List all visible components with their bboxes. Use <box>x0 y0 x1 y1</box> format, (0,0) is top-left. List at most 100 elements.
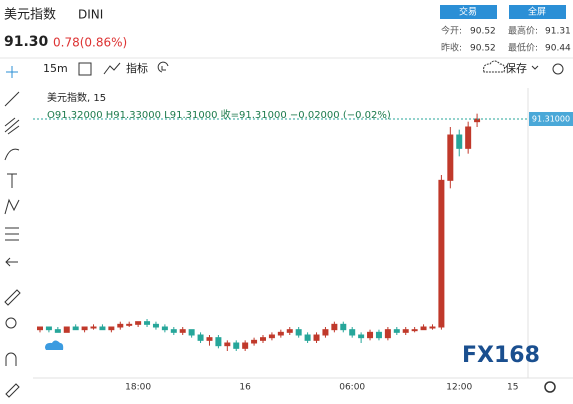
candle-body <box>438 179 445 328</box>
price-label: 91.31000 <box>532 115 570 124</box>
candle-body <box>108 326 115 331</box>
candle-body <box>117 323 124 328</box>
candle-body <box>152 323 159 328</box>
candle-body <box>420 326 427 331</box>
candle-body <box>54 329 61 333</box>
candle-body <box>375 331 382 339</box>
symbol-code: DINI <box>78 8 103 22</box>
candle-body <box>367 331 374 339</box>
candle-body <box>322 329 329 336</box>
candle-body <box>340 323 347 331</box>
text-tool[interactable] <box>7 173 17 188</box>
brush-tool[interactable] <box>4 148 20 161</box>
candle-body <box>81 326 88 331</box>
x-tick-label: 16 <box>239 383 251 393</box>
fullscreen-button[interactable] <box>509 5 566 19</box>
candle-body <box>63 326 70 333</box>
candle-body <box>402 329 409 333</box>
stat-label: 昨收: <box>441 42 462 54</box>
candle-body <box>37 326 43 331</box>
legend-title: 美元指数, 15 <box>47 91 106 104</box>
candle-body <box>286 329 293 333</box>
candle-body <box>447 134 454 181</box>
crosshair-tool[interactable] <box>6 66 18 78</box>
candle-body <box>384 329 391 339</box>
price-label-box <box>529 112 573 126</box>
candle-body <box>179 329 186 333</box>
trade-label[interactable]: 交易 <box>459 6 477 18</box>
candle-body <box>313 334 320 341</box>
candle-body <box>215 337 222 347</box>
candle-body <box>144 321 151 325</box>
stat-value: 90.52 <box>470 27 496 37</box>
candle-body <box>331 323 338 331</box>
fib-tool[interactable] <box>4 117 20 135</box>
candle-body <box>135 321 142 325</box>
candle-body <box>429 326 436 329</box>
price: 91.30 <box>4 34 49 50</box>
x-tick-label: 06:00 <box>339 383 365 393</box>
candle-body <box>170 329 177 333</box>
candle-body <box>358 334 365 339</box>
legend-ohlc: O91.32000 H91.33000 L91.31000 收=91.31000… <box>47 108 391 121</box>
candle-body <box>393 329 400 333</box>
candle-body <box>349 329 356 336</box>
x-tick-label: 15 <box>507 383 518 393</box>
stat-label: 最高价: <box>508 25 538 37</box>
dropdown-icon[interactable] <box>531 65 539 70</box>
stat-label: 今开: <box>441 25 462 37</box>
chart-type-icon[interactable] <box>78 62 92 76</box>
x-tick-label: 12:00 <box>446 383 472 393</box>
undo-icon[interactable] <box>157 61 169 73</box>
symbol-name: 美元指数 <box>4 8 56 23</box>
candle-body <box>260 337 266 341</box>
stat-value: 90.44 <box>545 44 571 54</box>
forecast-tool[interactable] <box>5 227 19 241</box>
magnet-tool[interactable] <box>5 352 17 366</box>
candle-body <box>126 323 133 326</box>
stat-label: 最低价: <box>508 42 538 54</box>
logo-icon <box>45 340 64 350</box>
left-toolbar <box>4 66 21 398</box>
candle-body <box>304 334 311 341</box>
candle-body <box>465 126 472 149</box>
candle-body <box>277 331 284 336</box>
pattern-tool[interactable] <box>4 198 20 215</box>
line-tool[interactable] <box>4 91 20 107</box>
candle-body <box>295 329 302 336</box>
fullscreen-label[interactable]: 全屏 <box>528 6 546 18</box>
pencil-tool[interactable] <box>5 383 20 398</box>
candle-body <box>242 342 249 349</box>
candle-body <box>161 326 168 331</box>
stat-value: 90.52 <box>470 44 496 54</box>
ruler-tool[interactable] <box>4 289 21 306</box>
trade-button[interactable] <box>440 5 497 19</box>
zoom-tool[interactable] <box>5 317 17 329</box>
candle-body <box>268 334 275 339</box>
save[interactable]: 保存 <box>505 61 527 75</box>
candle-body <box>99 326 106 331</box>
candle-body <box>456 134 463 149</box>
indicators[interactable]: 指标 <box>126 61 148 75</box>
back-tool[interactable] <box>5 257 18 267</box>
x-tick-label: 18:00 <box>125 383 151 393</box>
settings-icon[interactable] <box>544 381 556 393</box>
candle-body <box>188 329 195 336</box>
camera-icon[interactable] <box>552 63 564 75</box>
interval[interactable]: 15m <box>43 62 68 75</box>
candle-body <box>45 326 52 331</box>
watermark: FX168 <box>462 343 540 368</box>
candle-body <box>90 326 97 329</box>
candle-body <box>224 342 231 347</box>
stat-value: 91.31 <box>545 27 571 37</box>
candle-body <box>72 326 79 331</box>
candle-body <box>251 339 258 344</box>
candle-body <box>233 342 240 349</box>
indicator-icon[interactable] <box>103 62 121 75</box>
cloud-icon[interactable] <box>483 60 505 73</box>
price-change: 0.78(0.86%) <box>53 36 127 50</box>
candle-body <box>197 334 204 341</box>
candle-body <box>411 329 418 332</box>
